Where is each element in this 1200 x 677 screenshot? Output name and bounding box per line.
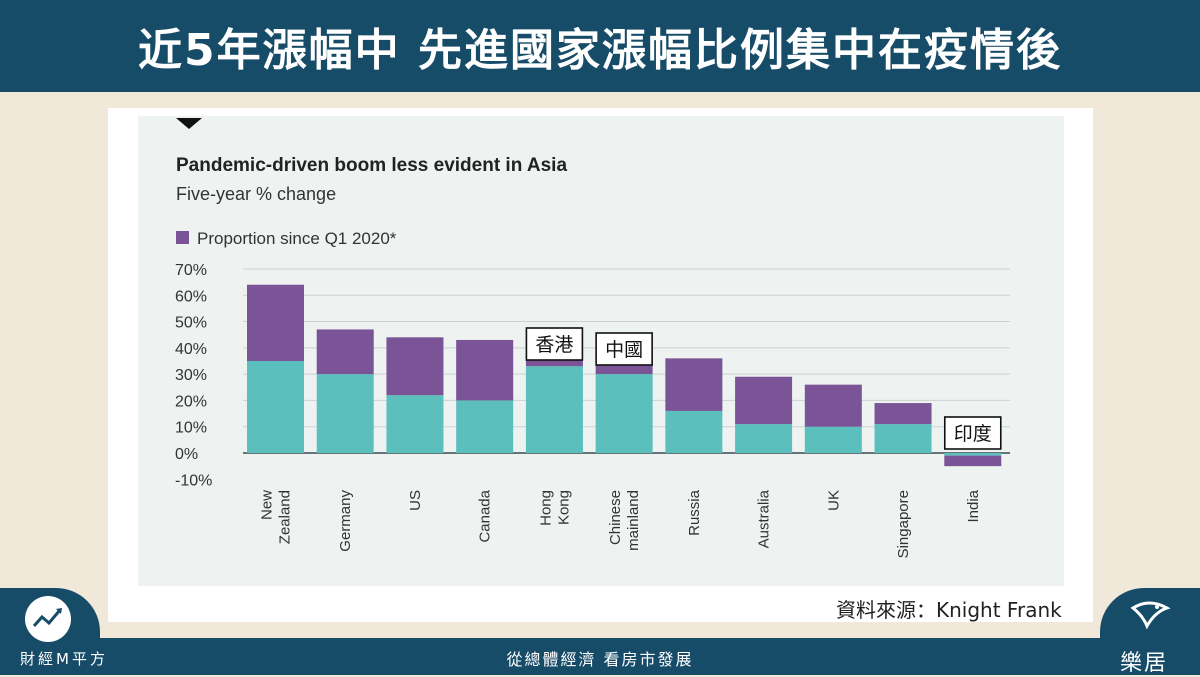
chart-title: Pandemic-driven boom less evident in Asi… (176, 155, 567, 176)
bar-since-2020 (665, 358, 723, 411)
bar-since-2020 (874, 403, 932, 425)
x-category-label: UK (825, 490, 842, 511)
bar-since-2020 (386, 337, 444, 396)
fish-logo-icon (1127, 596, 1173, 640)
bottom-bar (0, 638, 1200, 675)
collapse-triangle-icon (176, 118, 202, 129)
x-category-label: mainland (625, 490, 642, 551)
footer-slogan: 從總體經濟 看房市發展 (506, 650, 694, 669)
x-category-label: Australia (756, 489, 773, 548)
legend-swatch (176, 231, 189, 244)
bar-base (247, 360, 304, 453)
y-tick-label: 60% (175, 288, 207, 305)
annotation-label: 香港 (535, 334, 573, 356)
brand-left-name: 財經M平方 (20, 650, 108, 668)
bar-since-2020 (456, 339, 514, 401)
y-tick-label: 40% (175, 341, 207, 358)
bar-since-2020 (735, 376, 793, 425)
x-category-label: Zealand (277, 490, 294, 544)
annotation-box (525, 327, 584, 361)
trend-logo-icon (25, 596, 71, 642)
banner-title: 近5年漲幅中 先進國家漲幅比例集中在疫情後 (138, 25, 1062, 76)
bar-base (595, 374, 653, 453)
bar-since-2020 (944, 455, 1002, 467)
bar-base (665, 410, 723, 453)
x-category-label: Russia (686, 489, 703, 536)
annotation-box (595, 332, 653, 366)
annotation-box (943, 416, 1002, 450)
bar-base (525, 366, 583, 453)
bar-base (386, 395, 444, 453)
x-category-label: Singapore (895, 490, 912, 558)
bar-since-2020 (804, 384, 862, 427)
x-category-label: Germany (337, 490, 354, 552)
legend-label: Proportion since Q1 2020* (197, 229, 397, 248)
x-category-label: India (965, 489, 982, 522)
annotation-label: 中國 (605, 339, 643, 361)
bar-base (316, 374, 374, 453)
x-category-label: Hong (537, 490, 554, 526)
brand-right-name: 樂居 (1120, 651, 1169, 676)
x-category-label: New (259, 490, 276, 520)
y-tick-label: 50% (175, 315, 207, 332)
y-tick-label: 70% (175, 262, 207, 279)
x-category-label: Canada (477, 489, 494, 542)
top-banner: 近5年漲幅中 先進國家漲幅比例集中在疫情後 (0, 0, 1200, 92)
x-category-label: Chinese (607, 490, 624, 545)
bar-base (944, 453, 1002, 456)
y-tick-label: 20% (175, 393, 207, 410)
source-note: 資料來源：Knight Frank (836, 598, 1062, 622)
bar-since-2020 (316, 329, 374, 375)
bar-base (456, 400, 514, 453)
bar-base (735, 424, 793, 453)
bar-since-2020 (247, 284, 304, 361)
annotation-label: 印度 (954, 423, 992, 445)
y-tick-label: -10% (175, 472, 212, 489)
x-category-label: US (407, 490, 424, 511)
y-tick-label: 30% (175, 367, 207, 384)
y-tick-label: 10% (175, 420, 207, 437)
chart-subtitle: Five-year % change (176, 184, 336, 204)
bar-base (874, 424, 932, 453)
bar-base (804, 426, 862, 453)
y-tick-label: 0% (175, 446, 198, 463)
x-category-label: Kong (555, 490, 572, 525)
